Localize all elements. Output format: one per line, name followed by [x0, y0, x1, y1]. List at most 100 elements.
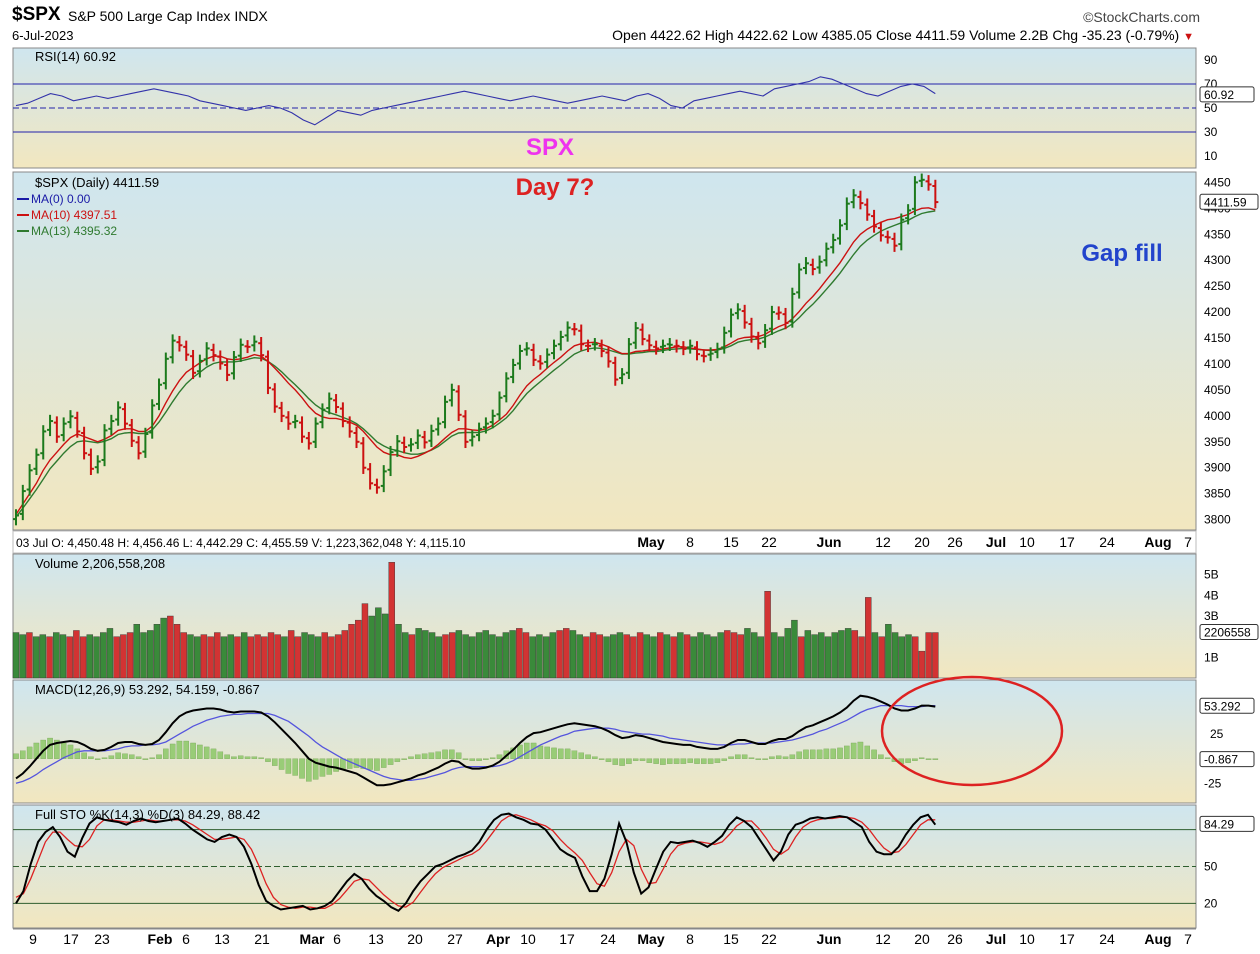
readout-strip: [12, 530, 1197, 554]
macd-histogram-bar: [551, 747, 557, 759]
bottom-date-tick-9: 13: [368, 931, 384, 947]
macd-histogram-bar: [442, 749, 448, 759]
macd-histogram-bar: [728, 756, 734, 759]
volume-bar: [495, 636, 503, 679]
macd-histogram-bar: [564, 748, 571, 759]
volume-bar: [321, 632, 328, 679]
macd-histogram-bar: [292, 758, 298, 776]
macd-histogram-bar: [667, 758, 673, 764]
macd-line: [15, 694, 936, 787]
mid-date-tick-12: Aug: [1144, 534, 1171, 550]
volume-bar: [133, 624, 140, 679]
volume-bar: [824, 636, 832, 679]
ohlc-text: Open 4422.62 High 4422.62 Low 4385.05 Cl…: [612, 27, 1180, 43]
macd-tick-0: 25: [1210, 727, 1224, 741]
volume-bar: [140, 632, 147, 679]
macd-histogram-bar: [108, 755, 115, 759]
volume-bar: [569, 630, 577, 679]
sto-tick-0: 50: [1204, 860, 1218, 874]
volume-bar: [267, 632, 275, 679]
volume-bar: [737, 634, 744, 679]
volume-bar: [891, 632, 899, 679]
volume-bar: [32, 636, 40, 679]
volume-bar: [757, 636, 765, 679]
macd-histogram-bar: [803, 749, 809, 759]
macd-histogram-bar: [741, 754, 748, 759]
ohlc-summary: Open 4422.62 High 4422.62 Low 4385.05 Cl…: [612, 27, 1194, 43]
price-tick-13: 3800: [1204, 513, 1231, 527]
macd-histogram-bar: [421, 753, 428, 759]
volume-bar: [200, 634, 208, 679]
macd-histogram-bar: [735, 754, 741, 759]
macd-histogram-bar: [217, 751, 224, 759]
macd-histogram-bar: [775, 755, 782, 759]
macd-histogram-bar: [156, 754, 162, 759]
volume-bar: [408, 634, 416, 679]
macd-histogram-bar: [285, 758, 292, 774]
volume-bar: [147, 630, 154, 679]
macd-histogram-bar: [598, 758, 605, 760]
volume-bar: [603, 636, 610, 679]
macd-histogram-bar: [462, 758, 469, 760]
bottom-date-tick-6: 21: [254, 931, 270, 947]
volume-bar: [46, 636, 53, 679]
macd-histogram-bar: [47, 737, 53, 759]
macd-histogram-bar: [592, 756, 598, 759]
macd-histogram-bar: [101, 757, 108, 759]
price-tick-8: 4050: [1204, 383, 1231, 397]
rsi-legend: RSI(14) 60.92: [35, 49, 116, 64]
bottom-date-tick-22: 20: [914, 931, 930, 947]
bottom-date-tick-18: 15: [723, 931, 739, 947]
macd-histogram-bar: [905, 758, 911, 763]
macd-histogram-bar: [380, 758, 387, 768]
rsi-value-tag-box: [1199, 86, 1255, 103]
macd-value-tag-box: [1199, 697, 1255, 714]
volume-bar: [395, 624, 402, 679]
volume-bar: [804, 630, 812, 679]
macd-histogram-bar: [231, 756, 237, 759]
macd-histogram-bar: [918, 757, 925, 759]
macd-histogram-bar: [782, 756, 789, 759]
macd-histogram-bar: [857, 741, 864, 759]
mid-date-tick-11: 24: [1099, 534, 1115, 550]
volume-bar: [388, 562, 395, 679]
macd-histogram-bar: [176, 740, 183, 759]
macd-panel: [12, 679, 1197, 804]
volume-bar: [475, 632, 483, 679]
volume-bar: [294, 636, 302, 679]
price-tick-9: 4000: [1204, 409, 1231, 423]
security-name: S&P 500 Large Cap Index INDX: [68, 8, 268, 24]
volume-bar: [180, 632, 187, 679]
macd-histogram-bar: [810, 749, 816, 759]
macd-histogram-bar: [340, 758, 346, 770]
volume-bar: [435, 636, 442, 679]
volume-bar: [261, 636, 268, 679]
bottom-date-tick-3: Feb: [148, 931, 173, 947]
volume-bar: [348, 624, 355, 679]
macd-histogram-bar: [932, 758, 939, 760]
volume-bar: [771, 632, 778, 679]
rsi-tick-0: 90: [1204, 53, 1218, 67]
volume-bar: [797, 636, 805, 679]
sto-value-tag-box: [1199, 815, 1255, 832]
macd-histogram-bar: [721, 758, 727, 761]
macd-histogram-bar: [224, 754, 230, 759]
volume-bar: [173, 624, 181, 679]
ticker-symbol: $SPX: [12, 4, 61, 25]
macd-histogram-bar: [20, 750, 26, 759]
volume-bar: [630, 636, 637, 679]
volume-bar: [93, 636, 100, 679]
volume-bar: [670, 636, 677, 679]
volume-bar: [442, 634, 449, 679]
macd-histogram-bar: [925, 758, 932, 760]
macd-histogram-bar: [312, 758, 319, 780]
hover-readout: 03 Jul O: 4,450.48 H: 4,456.46 L: 4,442.…: [16, 536, 466, 550]
volume-bar: [663, 634, 671, 679]
macd-histogram-bar: [265, 758, 271, 762]
macd-histogram-bar: [251, 756, 258, 759]
volume-bar: [596, 634, 604, 679]
volume-bar: [811, 634, 818, 679]
macd-histogram-bar: [258, 757, 264, 759]
volume-bar: [589, 632, 597, 679]
bottom-date-tick-26: 17: [1059, 931, 1075, 947]
